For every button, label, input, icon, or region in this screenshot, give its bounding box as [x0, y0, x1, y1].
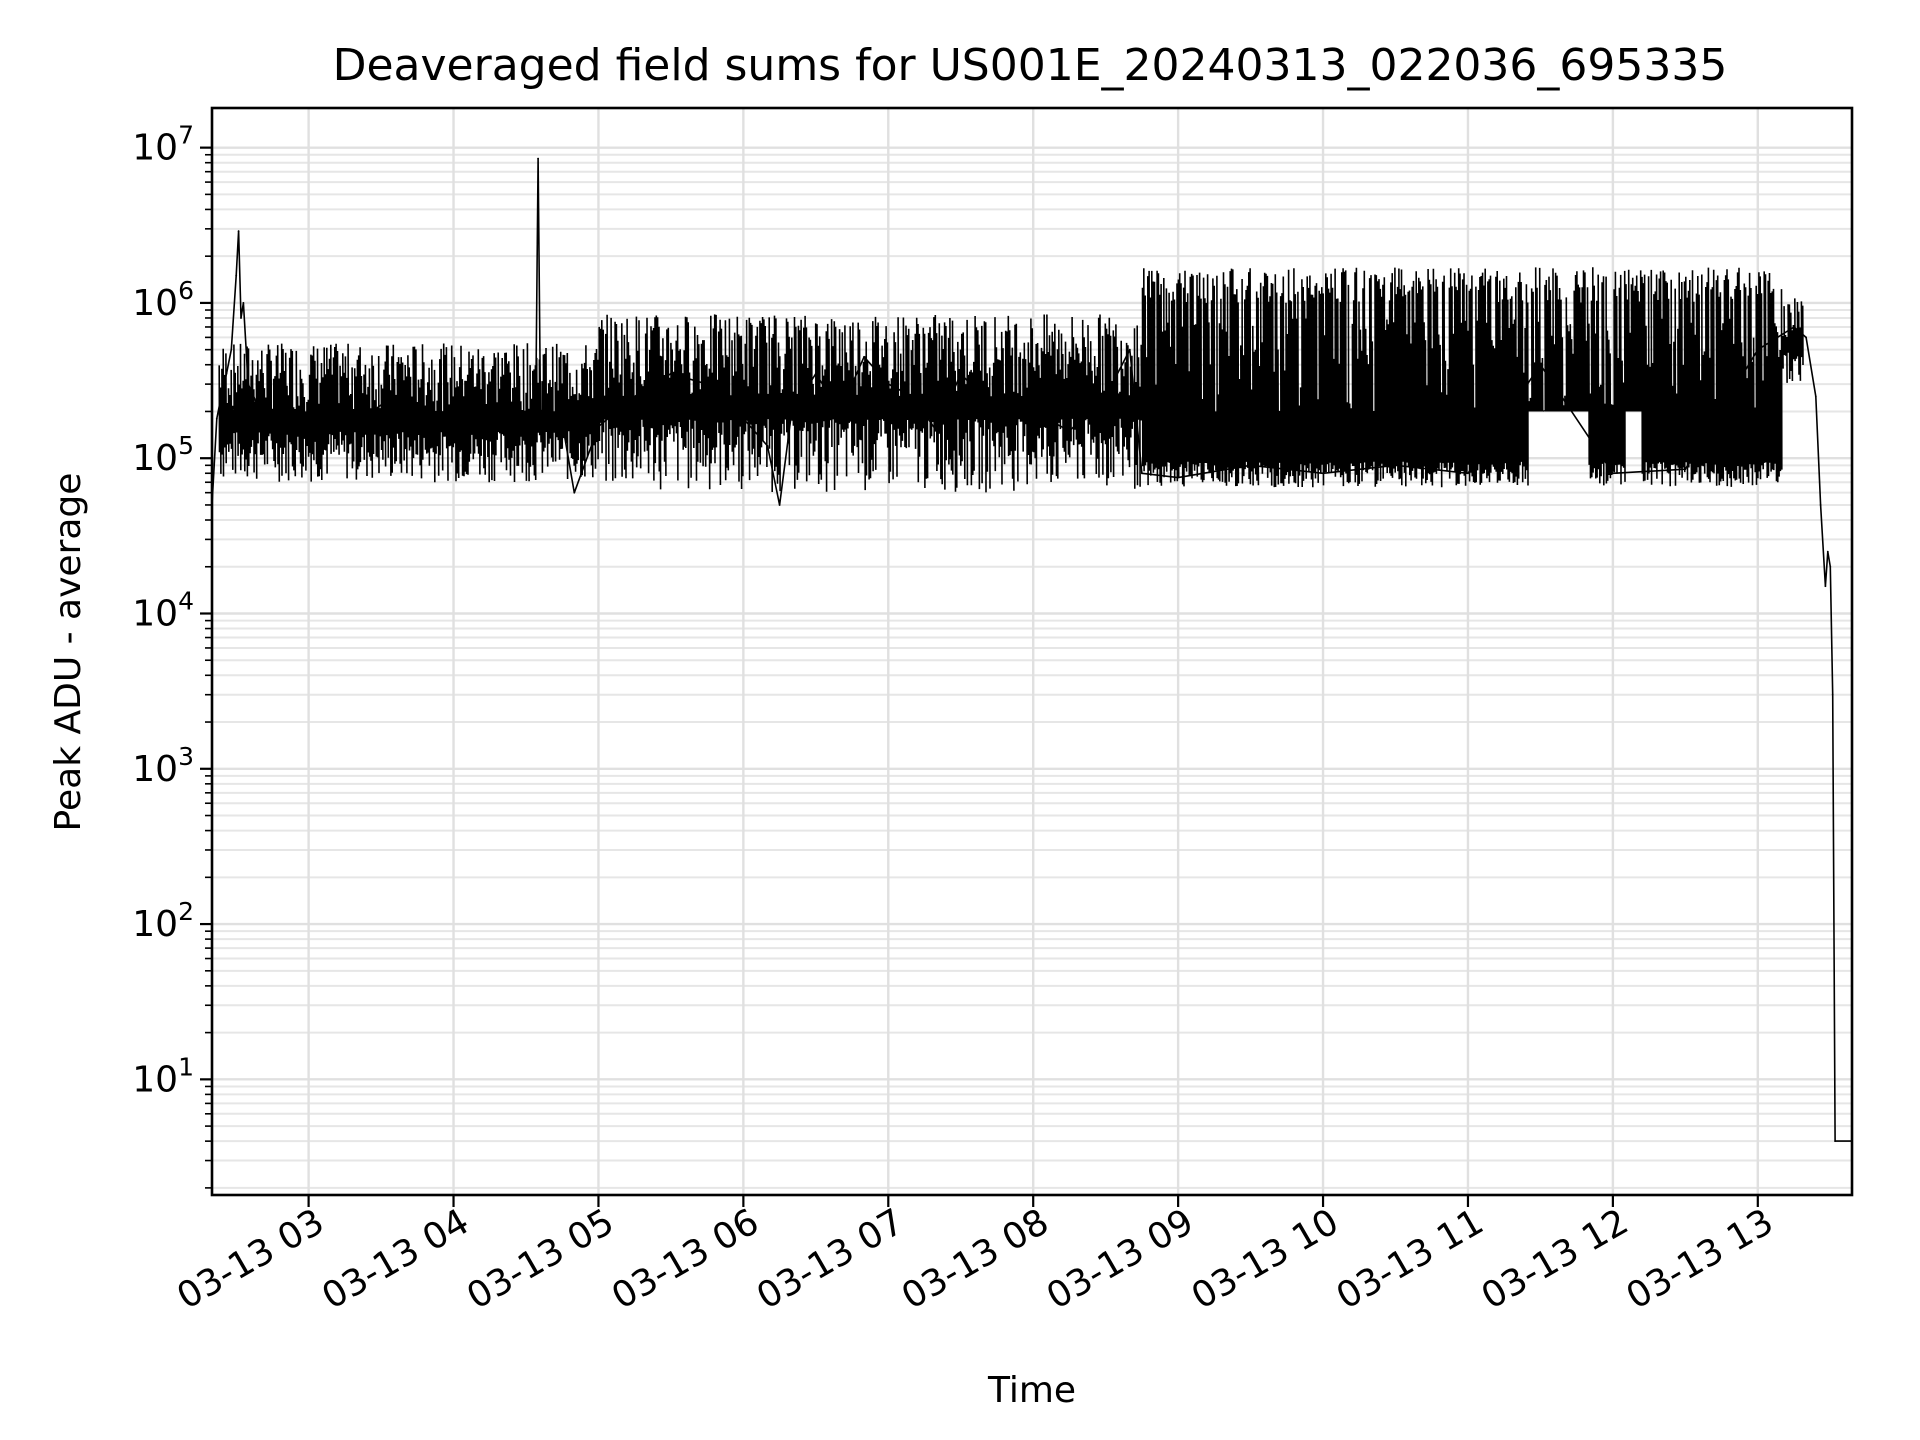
data-point — [380, 404, 382, 406]
data-point — [220, 392, 223, 395]
data-point — [742, 417, 745, 420]
data-point — [706, 383, 708, 385]
data-point — [404, 417, 407, 420]
data-point — [1141, 472, 1143, 475]
data-point — [1612, 472, 1614, 475]
data-point — [500, 430, 503, 432]
plot-frame — [210, 106, 1854, 1197]
data-point — [1814, 395, 1817, 398]
data-point — [1684, 468, 1687, 471]
data-point — [307, 425, 310, 428]
data-point — [1394, 464, 1397, 467]
x-axis-label: Time — [987, 1370, 1076, 1411]
data-point — [1819, 504, 1822, 506]
data-point — [561, 421, 564, 424]
data-point — [237, 230, 240, 233]
y-tick-label: 107 — [132, 121, 194, 169]
data-point — [778, 504, 781, 506]
data-point — [225, 372, 228, 375]
data-point — [295, 417, 298, 420]
data-point — [525, 410, 527, 413]
y-tick-label: 104 — [132, 586, 194, 634]
chart-title: Deaveraged field sums for US001E_2024031… — [333, 40, 1728, 91]
data-point — [242, 302, 245, 304]
data-point — [1467, 472, 1469, 475]
data-point — [428, 410, 431, 413]
series-line-group — [211, 157, 1853, 1142]
data-point — [283, 395, 286, 398]
y-tick-label: 105 — [132, 431, 194, 479]
data-point — [863, 355, 865, 358]
data-point — [331, 410, 334, 413]
data-point — [1824, 585, 1827, 588]
data-point — [247, 383, 250, 385]
data-point — [1831, 693, 1834, 696]
data-point — [1068, 430, 1071, 432]
data-point — [633, 395, 636, 398]
y-tick-label: 103 — [132, 742, 194, 790]
data-point — [597, 425, 600, 428]
data-point — [235, 274, 238, 277]
data-point — [1834, 1140, 1836, 1142]
data-point — [356, 421, 358, 424]
data-point — [790, 410, 793, 413]
data-point — [1104, 395, 1107, 398]
data-point — [240, 317, 242, 319]
data-point — [1032, 410, 1035, 413]
y-tick-label: 106 — [132, 276, 194, 324]
data-point — [814, 372, 817, 375]
data-point — [215, 417, 218, 420]
data-point — [935, 430, 938, 432]
grid — [212, 108, 1852, 1195]
data-point — [452, 425, 455, 428]
data-point — [1793, 326, 1795, 328]
data-point — [959, 372, 962, 375]
data-point — [534, 410, 537, 413]
data-point — [1249, 464, 1252, 467]
data-point — [230, 348, 233, 351]
data-point — [1826, 550, 1829, 553]
data-point — [476, 417, 479, 420]
data-point — [259, 410, 262, 413]
y-tick-label: 102 — [132, 897, 194, 945]
data-point — [1756, 348, 1759, 351]
data-point — [839, 410, 841, 413]
data-point — [1805, 336, 1807, 339]
data-point — [573, 491, 576, 494]
data-point — [1128, 348, 1131, 351]
data-point — [670, 372, 672, 375]
data-point — [1177, 476, 1179, 479]
y-axis-label: Peak ADU - average — [48, 473, 89, 832]
data-point — [1829, 565, 1832, 568]
data-point — [271, 430, 274, 432]
y-axis: 101 102 103 104 105 106 107 — [132, 121, 212, 1189]
data-point — [766, 445, 769, 447]
data-point — [911, 395, 914, 398]
data-point — [537, 157, 539, 160]
data-point — [539, 410, 542, 413]
data-point — [1539, 363, 1542, 366]
y-tick-label: 101 — [132, 1052, 194, 1100]
data-point — [887, 383, 890, 385]
data-point — [996, 410, 998, 413]
data-point — [1322, 472, 1324, 475]
